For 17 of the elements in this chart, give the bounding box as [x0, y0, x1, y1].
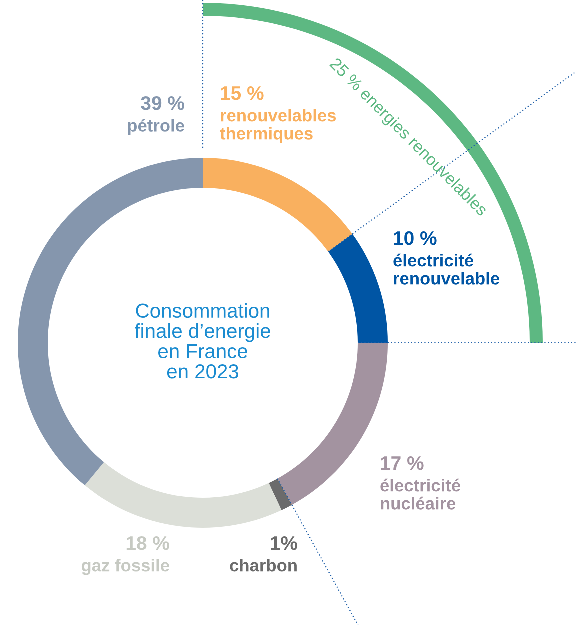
slice-label: pétrole — [128, 119, 184, 136]
text: Consommation finale d’energie en France en 2023 — [134, 303, 270, 379]
slice-label: gaz fossile — [82, 559, 170, 576]
slice-label: électricité nucléaire — [380, 478, 460, 510]
slice-label: charbon — [230, 559, 297, 572]
data-label: 18 % — [126, 536, 170, 550]
donut-slice — [328, 234, 388, 343]
data-label: 10 % — [394, 231, 437, 246]
donut-slice — [268, 478, 292, 510]
data-label: 15 % — [221, 86, 264, 100]
data-label: 39 % — [141, 96, 184, 110]
data-label: 1% — [271, 536, 298, 550]
slice-label: renouvelables thermiques — [220, 109, 336, 144]
donut-slice — [85, 462, 282, 528]
data-label: 17 % — [381, 456, 424, 470]
slice-label: électricité renouvelable — [394, 254, 500, 285]
donut-slice — [203, 158, 353, 252]
